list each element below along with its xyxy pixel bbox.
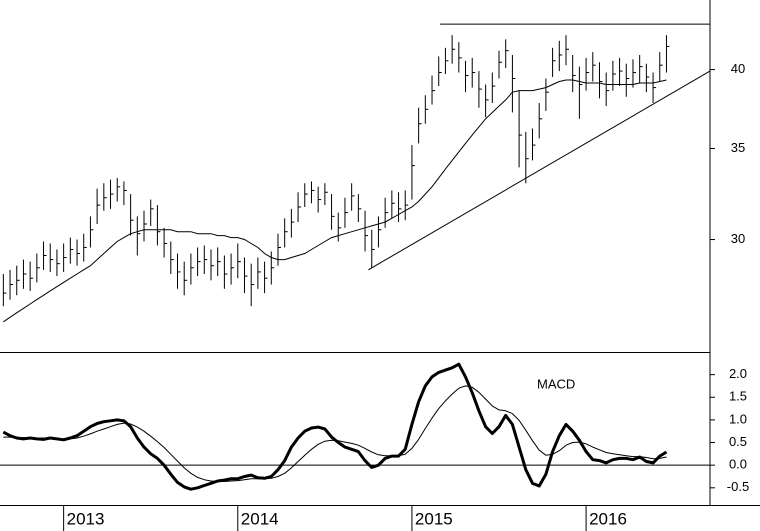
- trendline: [368, 70, 711, 271]
- x-tick-label: 2014: [241, 509, 279, 528]
- x-tick-label: 2016: [589, 509, 627, 528]
- y-tick-label: 0.0: [729, 457, 747, 472]
- y-tick-label: 0.5: [729, 434, 747, 449]
- y-tick-label: 1.5: [729, 389, 747, 404]
- moving-average: [3, 79, 667, 323]
- x-tick-label: 2015: [415, 509, 453, 528]
- x-tick-label: 2013: [67, 509, 105, 528]
- indicator-line: [2, 362, 668, 491]
- indicator-line: [3, 385, 667, 482]
- y-tick-label: 2.0: [729, 366, 747, 381]
- y-tick-label: 1.0: [729, 411, 747, 426]
- y-tick-label: 40: [731, 61, 745, 76]
- y-tick-label: 35: [731, 140, 745, 155]
- y-tick-label: 30: [731, 231, 745, 246]
- indicator-label: MACD: [537, 376, 575, 391]
- y-tick-label: -0.5: [727, 479, 749, 494]
